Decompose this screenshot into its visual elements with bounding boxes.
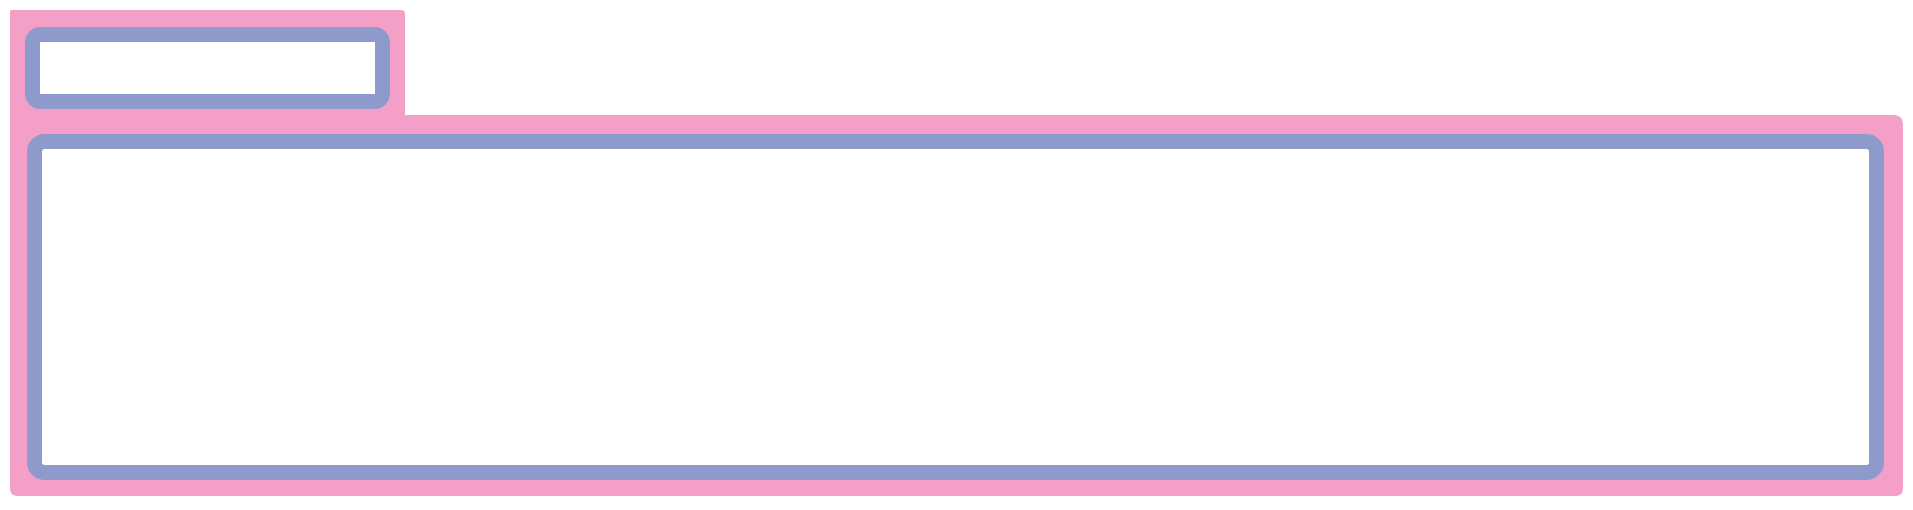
tab-inner-box [25,27,390,109]
panel-inner-box [27,134,1884,480]
